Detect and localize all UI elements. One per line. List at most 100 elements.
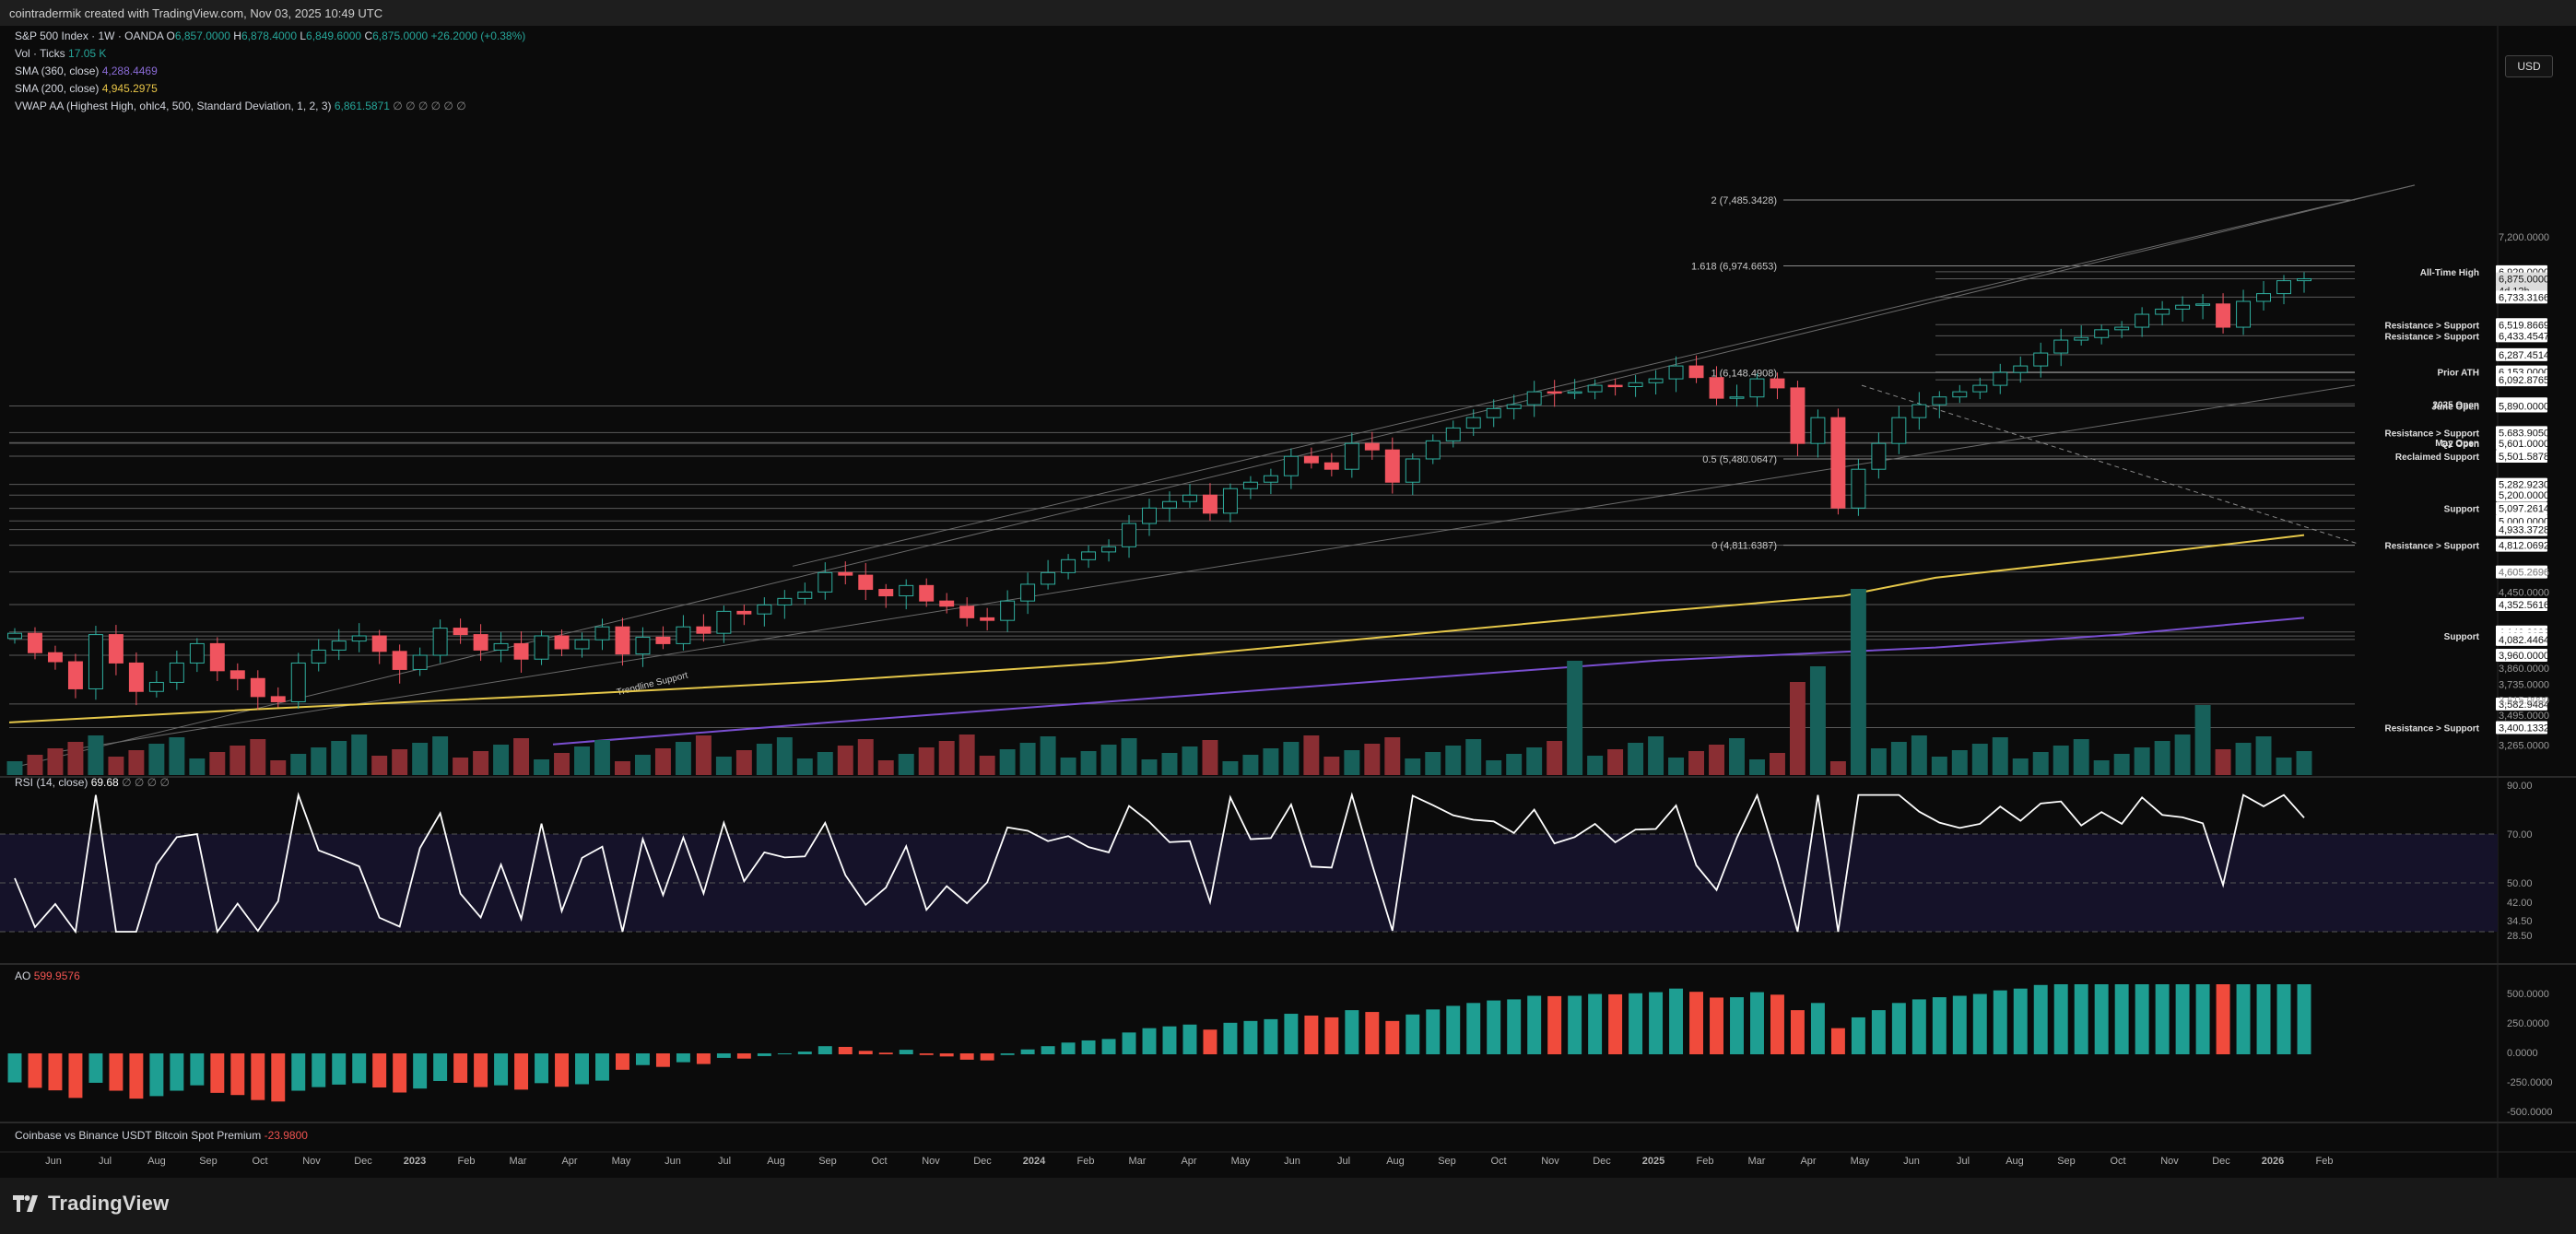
level-note-label: Resistance > Support [2384,429,2479,439]
ao-bar [1568,995,1582,1054]
ao-bar [332,1053,347,1085]
volume-bar [1829,761,1846,775]
price-label-box [2496,290,2547,304]
volume-bar [2235,743,2252,775]
volume-bar [128,750,145,775]
chart-area[interactable]: 2 (7,485.3428) 1.618 (6,974.6653) 1 (6,148… [0,26,2576,1178]
ao-bar [1972,993,1987,1054]
level-note-label: Resistance > Support [2384,542,2479,552]
volume-bar [918,747,935,775]
time-axis-label: Aug [1386,1156,1405,1167]
time-axis-label: Aug [147,1156,166,1167]
candle [2276,280,2291,295]
ao-bar [1830,1028,1845,1054]
open-value: 6,857.0000 [174,29,230,42]
ao-bar [1790,1010,1805,1054]
candle [1364,442,1380,451]
time-axis-label: Dec [973,1156,992,1167]
price-label-box [2496,426,2547,440]
ao-legend[interactable]: AO 599.9576 [15,970,80,982]
volume-bar [979,756,995,775]
candle [1851,468,1866,509]
price-label: 6,287.4514 [2499,350,2549,361]
volume-bar [1323,757,1340,775]
time-axis-label: Feb [458,1156,476,1167]
price-label: 4,082.4464 [2499,635,2549,646]
legend-main-row: S&P 500 Index · 1W · OANDA O6,857.0000 H… [15,29,526,42]
ao-bar [777,1053,792,1054]
candle [1101,546,1117,553]
time-axis-label: Feb [2316,1156,2334,1167]
ao-bar [88,1053,103,1083]
volume-bar [898,754,914,775]
time-axis-label: Nov [302,1156,321,1167]
time-axis-label: Apr [1181,1156,1196,1167]
price-label: 5,601.0000 [2499,439,2549,450]
volume-bar [1769,753,1785,775]
ao-bar [251,1053,265,1100]
ao-bar [575,1053,589,1085]
price-label-box [2496,329,2547,343]
ao-bar [1507,999,1522,1054]
volume-bar [695,735,712,775]
price-label: 5,200.0000 [2499,490,2549,501]
candle [777,597,793,605]
candle [2155,308,2170,315]
legend-volume-row[interactable]: Vol · Ticks 17.05 K [15,47,107,60]
legend-sma360-row[interactable]: SMA (360, close) 4,288.4469 [15,65,158,77]
candle [594,626,610,641]
volume-bar [594,740,610,775]
currency-button[interactable]: USD [2505,55,2553,77]
tradingview-brand: TradingView [48,1192,170,1215]
volume-bar [1405,758,1421,775]
volume-bar [2276,758,2292,775]
ao-bar [2195,984,2210,1054]
time-axis-label: Oct [252,1156,267,1167]
volume-bar [1364,744,1381,775]
volume-bar [250,739,266,775]
price-label-box [2496,373,2547,387]
volume-bar [776,737,793,775]
ao-bar [1122,1032,1136,1054]
price-label-box [2496,649,2547,663]
candle [1283,455,1299,476]
ao-bar [1770,994,1784,1054]
volume-bar [1628,743,1644,775]
candle [1061,558,1076,573]
candle [371,635,387,652]
time-axis-label: Apr [1800,1156,1816,1167]
ao-bar [615,1053,629,1070]
volume-bar [534,759,550,775]
time-axis-label: May [612,1156,631,1167]
time-axis-label: Dec [1593,1156,1611,1167]
premium-legend[interactable]: Coinbase vs Binance USDT Bitcoin Spot Pr… [15,1129,308,1142]
time-axis-label: Aug [2006,1156,2024,1167]
ao-bar [635,1053,650,1065]
price-legend[interactable]: S&P 500 Index · 1W · OANDA O6,857.0000 H… [15,28,525,115]
ao-bar [1689,992,1704,1054]
volume-bar [453,758,469,775]
volume-bar [1688,751,1705,775]
ao-bar [716,1053,731,1058]
price-label-box [2496,449,2547,463]
chart-canvas[interactable]: 2 (7,485.3428) 1.618 (6,974.6653) 1 (6,148… [0,26,2576,1178]
price-label-box [2496,399,2547,413]
volume-bar [1425,752,1441,775]
candle [47,652,63,663]
volume-bar [1992,737,2008,775]
tradingview-logo[interactable]: TradingView [13,1192,169,1216]
level-note-label: June Open [2431,403,2479,413]
rsi-legend[interactable]: RSI (14, close) 69.68 ∅ ∅ ∅ ∅ [15,776,170,789]
ao-bar [2135,984,2149,1054]
volume-bar [715,757,732,775]
ao-bar [170,1053,184,1091]
volume-bar [209,752,226,775]
legend-vwap-row[interactable]: VWAP AA (Highest High, ohlc4, 500, Stand… [15,100,466,112]
volume-bar [959,735,975,775]
candle [696,626,712,634]
candle [919,584,935,602]
candle [392,651,407,670]
volume-bar [392,749,408,775]
symbol-label[interactable]: S&P 500 Index · 1W · OANDA [15,29,164,42]
legend-sma200-row[interactable]: SMA (200, close) 4,945.2975 [15,82,158,95]
